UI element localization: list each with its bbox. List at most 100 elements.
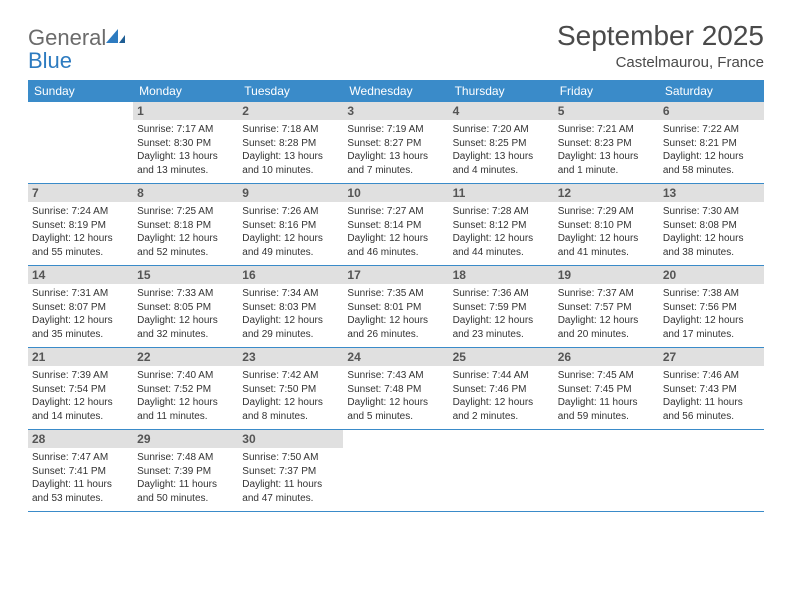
- sunset-line: Sunset: 8:16 PM: [242, 219, 339, 233]
- daylight-line-1: Daylight: 11 hours: [137, 478, 234, 492]
- sunrise-line: Sunrise: 7:43 AM: [347, 369, 444, 383]
- day-cell: 5Sunrise: 7:21 AMSunset: 8:23 PMDaylight…: [554, 102, 659, 183]
- sunset-line: Sunset: 7:37 PM: [242, 465, 339, 479]
- sunset-line: Sunset: 7:39 PM: [137, 465, 234, 479]
- sunset-line: Sunset: 8:21 PM: [663, 137, 760, 151]
- sail-icon: [104, 25, 126, 50]
- sunset-line: Sunset: 8:08 PM: [663, 219, 760, 233]
- daylight-line-1: Daylight: 13 hours: [453, 150, 550, 164]
- dow-cell: Sunday: [28, 80, 133, 102]
- daylight-line-1: Daylight: 12 hours: [32, 396, 129, 410]
- day-number: 13: [659, 184, 764, 202]
- daylight-line-1: Daylight: 12 hours: [347, 232, 444, 246]
- sunrise-line: Sunrise: 7:30 AM: [663, 205, 760, 219]
- sunrise-line: Sunrise: 7:22 AM: [663, 123, 760, 137]
- day-cell: 21Sunrise: 7:39 AMSunset: 7:54 PMDayligh…: [28, 348, 133, 429]
- daylight-line-2: and 47 minutes.: [242, 492, 339, 506]
- sunset-line: Sunset: 7:45 PM: [558, 383, 655, 397]
- day-cell: 28Sunrise: 7:47 AMSunset: 7:41 PMDayligh…: [28, 430, 133, 511]
- day-number: 18: [449, 266, 554, 284]
- day-number: 1: [133, 102, 238, 120]
- sunrise-line: Sunrise: 7:46 AM: [663, 369, 760, 383]
- day-number: 2: [238, 102, 343, 120]
- daylight-line-1: Daylight: 12 hours: [453, 314, 550, 328]
- day-cell: 23Sunrise: 7:42 AMSunset: 7:50 PMDayligh…: [238, 348, 343, 429]
- title-block: September 2025 Castelmaurou, France: [557, 20, 764, 71]
- day-number: 24: [343, 348, 448, 366]
- day-cell: 7Sunrise: 7:24 AMSunset: 8:19 PMDaylight…: [28, 184, 133, 265]
- sunrise-line: Sunrise: 7:34 AM: [242, 287, 339, 301]
- daylight-line-1: Daylight: 12 hours: [32, 314, 129, 328]
- daylight-line-2: and 35 minutes.: [32, 328, 129, 342]
- daylight-line-1: Daylight: 12 hours: [137, 396, 234, 410]
- daylight-line-2: and 49 minutes.: [242, 246, 339, 260]
- sunrise-line: Sunrise: 7:38 AM: [663, 287, 760, 301]
- sunrise-line: Sunrise: 7:39 AM: [32, 369, 129, 383]
- sunrise-line: Sunrise: 7:40 AM: [137, 369, 234, 383]
- day-number: 9: [238, 184, 343, 202]
- sunrise-line: Sunrise: 7:47 AM: [32, 451, 129, 465]
- brand-logo: General Blue: [28, 20, 126, 72]
- day-number: 29: [133, 430, 238, 448]
- daylight-line-2: and 41 minutes.: [558, 246, 655, 260]
- sunrise-line: Sunrise: 7:27 AM: [347, 205, 444, 219]
- daylight-line-2: and 46 minutes.: [347, 246, 444, 260]
- day-cell: 3Sunrise: 7:19 AMSunset: 8:27 PMDaylight…: [343, 102, 448, 183]
- sunrise-line: Sunrise: 7:44 AM: [453, 369, 550, 383]
- daylight-line-2: and 14 minutes.: [32, 410, 129, 424]
- location-label: Castelmaurou, France: [557, 54, 764, 71]
- daylight-line-1: Daylight: 12 hours: [347, 314, 444, 328]
- brand-part2: Blue: [28, 48, 72, 73]
- day-cell: 10Sunrise: 7:27 AMSunset: 8:14 PMDayligh…: [343, 184, 448, 265]
- dow-cell: Friday: [554, 80, 659, 102]
- week-row: 28Sunrise: 7:47 AMSunset: 7:41 PMDayligh…: [28, 430, 764, 512]
- daylight-line-1: Daylight: 12 hours: [663, 232, 760, 246]
- daylight-line-1: Daylight: 13 hours: [558, 150, 655, 164]
- day-cell: 22Sunrise: 7:40 AMSunset: 7:52 PMDayligh…: [133, 348, 238, 429]
- sunset-line: Sunset: 8:07 PM: [32, 301, 129, 315]
- sunset-line: Sunset: 7:41 PM: [32, 465, 129, 479]
- daylight-line-2: and 26 minutes.: [347, 328, 444, 342]
- daylight-line-1: Daylight: 12 hours: [558, 314, 655, 328]
- sunset-line: Sunset: 8:12 PM: [453, 219, 550, 233]
- month-title: September 2025: [557, 20, 764, 52]
- daylight-line-2: and 50 minutes.: [137, 492, 234, 506]
- sunset-line: Sunset: 8:27 PM: [347, 137, 444, 151]
- day-cell: 11Sunrise: 7:28 AMSunset: 8:12 PMDayligh…: [449, 184, 554, 265]
- daylight-line-2: and 8 minutes.: [242, 410, 339, 424]
- sunrise-line: Sunrise: 7:33 AM: [137, 287, 234, 301]
- day-number: 5: [554, 102, 659, 120]
- calendar-grid: SundayMondayTuesdayWednesdayThursdayFrid…: [28, 80, 764, 512]
- dow-cell: Monday: [133, 80, 238, 102]
- daylight-line-1: Daylight: 12 hours: [453, 232, 550, 246]
- dow-cell: Tuesday: [238, 80, 343, 102]
- daylight-line-2: and 53 minutes.: [32, 492, 129, 506]
- sunset-line: Sunset: 8:19 PM: [32, 219, 129, 233]
- daylight-line-1: Daylight: 11 hours: [242, 478, 339, 492]
- daylight-line-2: and 7 minutes.: [347, 164, 444, 178]
- day-number: 14: [28, 266, 133, 284]
- day-number: 20: [659, 266, 764, 284]
- empty-day-cell: [554, 430, 659, 511]
- day-cell: 19Sunrise: 7:37 AMSunset: 7:57 PMDayligh…: [554, 266, 659, 347]
- daylight-line-2: and 55 minutes.: [32, 246, 129, 260]
- week-row: 21Sunrise: 7:39 AMSunset: 7:54 PMDayligh…: [28, 348, 764, 430]
- sunrise-line: Sunrise: 7:18 AM: [242, 123, 339, 137]
- sunrise-line: Sunrise: 7:35 AM: [347, 287, 444, 301]
- daylight-line-1: Daylight: 13 hours: [242, 150, 339, 164]
- daylight-line-2: and 13 minutes.: [137, 164, 234, 178]
- dow-cell: Wednesday: [343, 80, 448, 102]
- day-number: 30: [238, 430, 343, 448]
- dow-header-row: SundayMondayTuesdayWednesdayThursdayFrid…: [28, 80, 764, 102]
- empty-day-cell: [343, 430, 448, 511]
- brand-part1: General: [28, 25, 106, 50]
- daylight-line-2: and 58 minutes.: [663, 164, 760, 178]
- day-cell: 27Sunrise: 7:46 AMSunset: 7:43 PMDayligh…: [659, 348, 764, 429]
- empty-day-cell: [449, 430, 554, 511]
- daylight-line-1: Daylight: 12 hours: [242, 232, 339, 246]
- day-number: 26: [554, 348, 659, 366]
- daylight-line-2: and 10 minutes.: [242, 164, 339, 178]
- sunset-line: Sunset: 7:48 PM: [347, 383, 444, 397]
- daylight-line-1: Daylight: 11 hours: [663, 396, 760, 410]
- day-number: 19: [554, 266, 659, 284]
